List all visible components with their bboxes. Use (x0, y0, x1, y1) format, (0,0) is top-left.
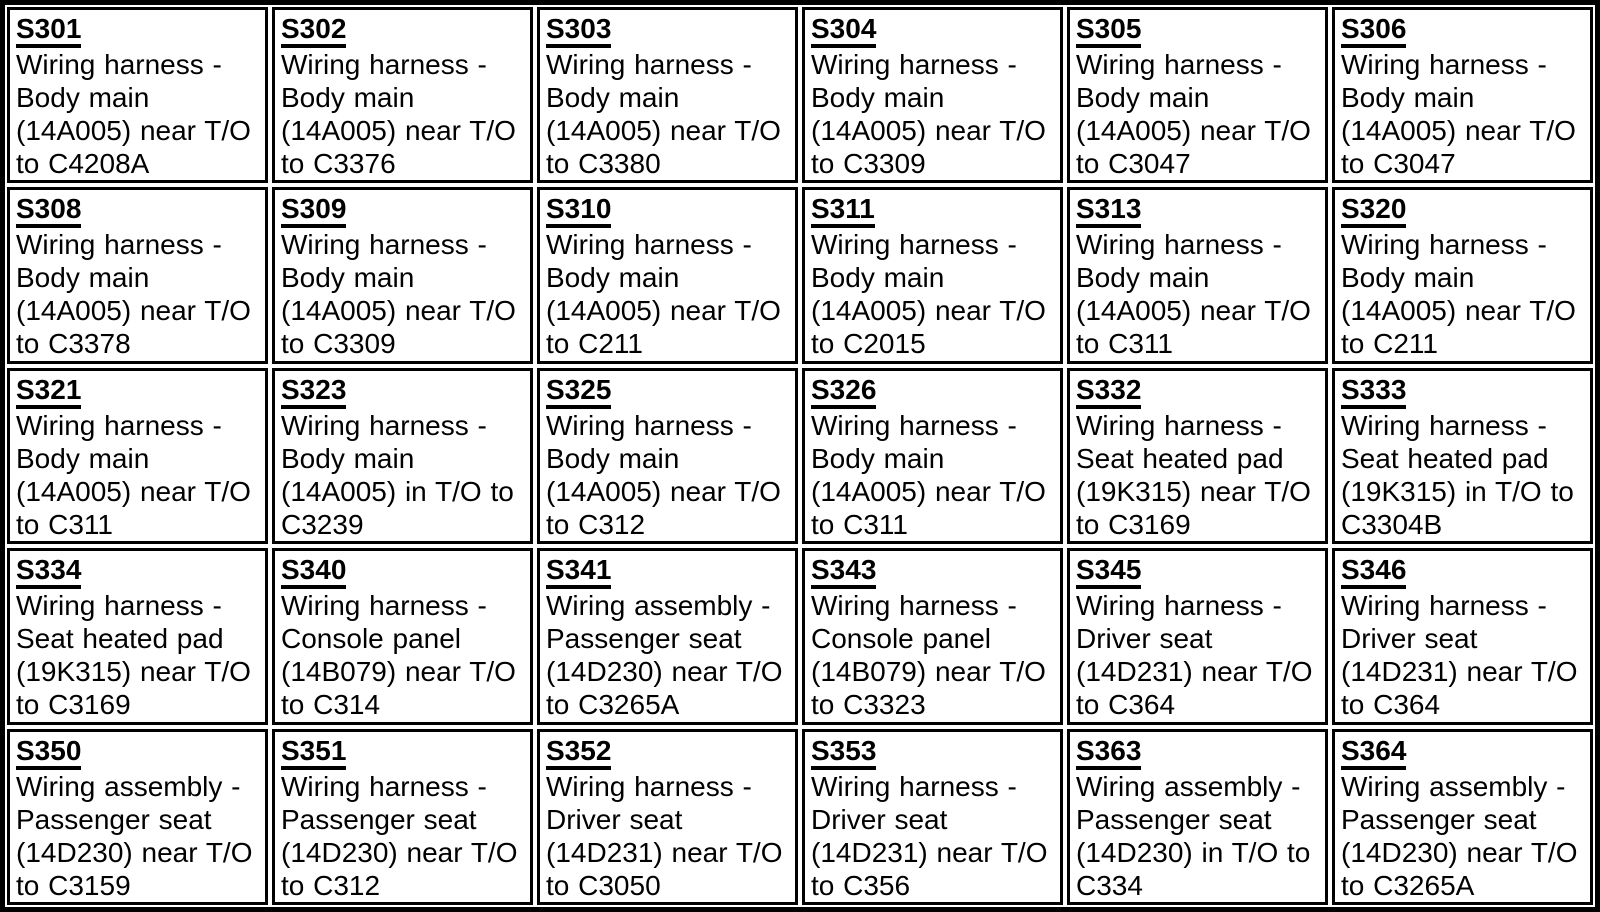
splice-cell: S351 Wiring harness - Passenger seat (14… (272, 728, 533, 905)
splice-cell: S353 Wiring harness - Driver seat (14D23… (802, 728, 1063, 905)
splice-code-link[interactable]: S332 (1076, 374, 1142, 409)
splice-code-link[interactable]: S346 (1341, 555, 1407, 590)
splice-cell: S308 Wiring harness - Body main (14A005)… (7, 187, 268, 364)
splice-code-link[interactable]: S341 (546, 555, 612, 590)
splice-cell: S343 Wiring harness - Console panel (14B… (802, 548, 1063, 725)
splice-description: Wiring harness - Seat heated pad (19K315… (16, 590, 251, 721)
splice-description: Wiring harness - Body main (14A005) near… (16, 229, 251, 360)
splice-cell: S364 Wiring assembly - Passenger seat (1… (1332, 728, 1593, 905)
splice-code-link[interactable]: S363 (1076, 735, 1142, 770)
splice-description: Wiring harness - Passenger seat (14D230)… (281, 770, 518, 901)
splice-cell: S333 Wiring harness - Seat heated pad (1… (1332, 367, 1593, 545)
splice-code-link[interactable]: S325 (546, 374, 612, 409)
splice-description: Wiring harness - Body main (14A005) near… (811, 229, 1046, 360)
splice-code-link[interactable]: S306 (1341, 14, 1407, 48)
splice-code-link[interactable]: S305 (1076, 14, 1142, 48)
splice-code-link[interactable]: S340 (281, 555, 347, 590)
splice-description: Wiring harness - Body main (14A005) near… (16, 49, 251, 179)
splice-code-link[interactable]: S345 (1076, 555, 1142, 590)
splice-description: Wiring harness - Body main (14A005) near… (281, 49, 516, 179)
splice-cell: S310 Wiring harness - Body main (14A005)… (537, 187, 798, 364)
splice-description: Wiring harness - Console panel (14B079) … (281, 590, 516, 721)
splice-description: Wiring harness - Body main (14A005) near… (16, 409, 251, 540)
splice-cell: S302 Wiring harness - Body main (14A005)… (272, 7, 533, 184)
splice-cell: S334 Wiring harness - Seat heated pad (1… (7, 548, 268, 725)
splice-code-link[interactable]: S301 (16, 14, 82, 48)
splice-code-link[interactable]: S310 (546, 194, 612, 229)
splice-cell: S346 Wiring harness - Driver seat (14D23… (1332, 548, 1593, 725)
splice-grid: S301 Wiring harness - Body main (14A005)… (7, 7, 1593, 905)
splice-description: Wiring assembly - Passenger seat (14D230… (16, 770, 253, 901)
splice-code-link[interactable]: S304 (811, 14, 877, 48)
splice-cell: S326 Wiring harness - Body main (14A005)… (802, 367, 1063, 545)
splice-cell: S350 Wiring assembly - Passenger seat (1… (7, 728, 268, 905)
splice-cell: S321 Wiring harness - Body main (14A005)… (7, 367, 268, 545)
splice-description: Wiring harness - Body main (14A005) near… (1341, 229, 1576, 360)
splice-description: Wiring harness - Body main (14A005) near… (546, 49, 781, 179)
splice-code-link[interactable]: S302 (281, 14, 347, 48)
splice-code-link[interactable]: S309 (281, 194, 347, 229)
splice-description: Wiring assembly - Passenger seat (14D230… (1076, 770, 1311, 901)
splice-cell: S345 Wiring harness - Driver seat (14D23… (1067, 548, 1328, 725)
splice-description: Wiring assembly - Passenger seat (14D230… (546, 590, 783, 721)
splice-description: Wiring harness - Driver seat (14D231) ne… (1076, 590, 1313, 721)
splice-code-link[interactable]: S350 (16, 735, 82, 770)
splice-cell: S323 Wiring harness - Body main (14A005)… (272, 367, 533, 545)
splice-description: Wiring harness - Body main (14A005) in T… (281, 409, 514, 540)
splice-description: Wiring harness - Body main (14A005) near… (811, 409, 1046, 540)
splice-cell: S309 Wiring harness - Body main (14A005)… (272, 187, 533, 364)
splice-code-link[interactable]: S343 (811, 555, 877, 590)
splice-description: Wiring harness - Console panel (14B079) … (811, 590, 1046, 721)
splice-code-link[interactable]: S334 (16, 555, 82, 590)
splice-code-link[interactable]: S326 (811, 374, 877, 409)
splice-cell: S363 Wiring assembly - Passenger seat (1… (1067, 728, 1328, 905)
splice-code-link[interactable]: S321 (16, 374, 82, 409)
splice-description: Wiring harness - Seat heated pad (19K315… (1076, 409, 1311, 540)
splice-code-link[interactable]: S352 (546, 735, 612, 770)
splice-code-link[interactable]: S308 (16, 194, 82, 229)
splice-description: Wiring harness - Driver seat (14D231) ne… (1341, 590, 1578, 721)
splice-description: Wiring harness - Driver seat (14D231) ne… (811, 770, 1048, 901)
splice-cell: S303 Wiring harness - Body main (14A005)… (537, 7, 798, 184)
splice-cell: S306 Wiring harness - Body main (14A005)… (1332, 7, 1593, 184)
splice-cell: S332 Wiring harness - Seat heated pad (1… (1067, 367, 1328, 545)
splice-cell: S325 Wiring harness - Body main (14A005)… (537, 367, 798, 545)
splice-description: Wiring harness - Body main (14A005) near… (281, 229, 516, 360)
splice-code-link[interactable]: S320 (1341, 194, 1407, 229)
splice-cell: S305 Wiring harness - Body main (14A005)… (1067, 7, 1328, 184)
splice-description: Wiring harness - Body main (14A005) near… (546, 409, 781, 540)
splice-description: Wiring assembly - Passenger seat (14D230… (1341, 770, 1578, 901)
splice-code-link[interactable]: S364 (1341, 735, 1407, 770)
splice-description: Wiring harness - Body main (14A005) near… (1076, 49, 1311, 179)
splice-cell: S311 Wiring harness - Body main (14A005)… (802, 187, 1063, 364)
splice-description: Wiring harness - Body main (14A005) near… (811, 49, 1046, 179)
splice-cell: S320 Wiring harness - Body main (14A005)… (1332, 187, 1593, 364)
splice-code-link[interactable]: S351 (281, 735, 347, 770)
splice-description: Wiring harness - Body main (14A005) near… (546, 229, 781, 360)
splice-cell: S341 Wiring assembly - Passenger seat (1… (537, 548, 798, 725)
splice-cell: S301 Wiring harness - Body main (14A005)… (7, 7, 268, 184)
splice-description: Wiring harness - Body main (14A005) near… (1341, 49, 1576, 179)
splice-code-link[interactable]: S333 (1341, 374, 1407, 409)
splice-description: Wiring harness - Driver seat (14D231) ne… (546, 770, 783, 901)
splice-code-link[interactable]: S311 (811, 194, 875, 229)
splice-code-link[interactable]: S313 (1076, 194, 1142, 229)
splice-cell: S340 Wiring harness - Console panel (14B… (272, 548, 533, 725)
splice-cell: S304 Wiring harness - Body main (14A005)… (802, 7, 1063, 184)
splice-cell: S313 Wiring harness - Body main (14A005)… (1067, 187, 1328, 364)
splice-description: Wiring harness - Body main (14A005) near… (1076, 229, 1311, 360)
splice-description: Wiring harness - Seat heated pad (19K315… (1341, 409, 1574, 540)
splice-code-link[interactable]: S303 (546, 14, 612, 48)
splice-cell: S352 Wiring harness - Driver seat (14D23… (537, 728, 798, 905)
splice-code-link[interactable]: S323 (281, 374, 347, 409)
splice-code-link[interactable]: S353 (811, 735, 877, 770)
